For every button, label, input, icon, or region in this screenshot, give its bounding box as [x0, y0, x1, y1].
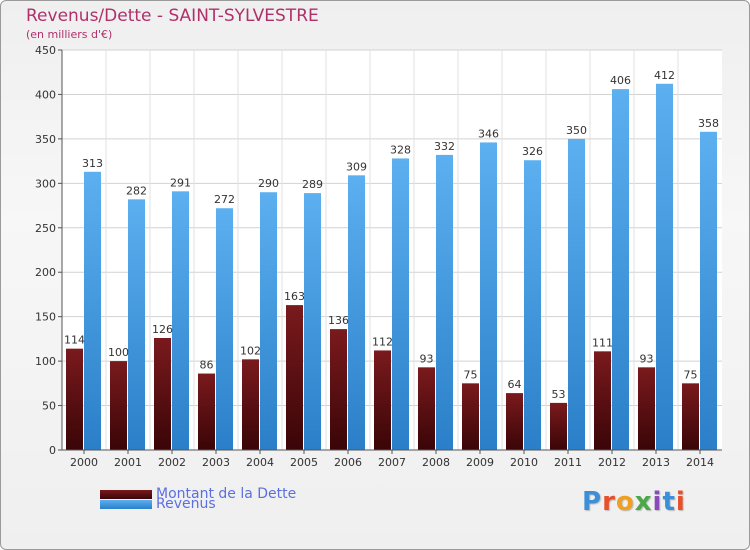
data-label-dette: 102 [240, 344, 261, 357]
bar-dette [550, 402, 567, 450]
chart-title: Revenus/Dette - SAINT-SYLVESTRE [26, 6, 319, 26]
bar-dette [154, 338, 171, 450]
bar-dette [110, 361, 127, 450]
legend-item-revenus: Revenus [100, 496, 296, 512]
y-tick-label: 300 [35, 177, 56, 190]
data-label-revenus: 332 [434, 140, 455, 153]
y-tick-label: 250 [35, 222, 56, 235]
legend-item-dette: Montant de la Dette [100, 486, 296, 502]
data-label-revenus: 328 [390, 143, 411, 156]
data-labels: 114 313 100 282 126 291 86 272 102 290 163 289 136 30… [64, 69, 719, 401]
bar-revenus [348, 175, 365, 451]
bar-revenus [172, 191, 189, 451]
proxiti-logo: Proxiti [582, 487, 686, 517]
bar-revenus [216, 208, 233, 450]
data-label-revenus: 350 [566, 124, 587, 137]
data-label-dette: 53 [552, 388, 566, 401]
data-label-revenus: 346 [478, 127, 499, 140]
bar-dette [462, 383, 479, 450]
bar-revenus [656, 83, 673, 451]
data-label-revenus: 326 [522, 145, 543, 158]
legend-swatch-revenus [100, 499, 152, 509]
data-label-dette: 126 [152, 323, 173, 336]
bar-revenus [568, 138, 585, 450]
legend-label-revenus: Revenus [156, 496, 216, 512]
x-tick-label: 2011 [554, 456, 582, 469]
y-tick-label: 200 [35, 266, 56, 279]
y-tick-label: 450 [35, 44, 56, 57]
axes: 0 50 100 150 200 250 300 350 400 450 2000 2001 2002 2… [35, 44, 722, 469]
x-tick-label: 2005 [290, 456, 318, 469]
bar-revenus [436, 154, 453, 450]
data-label-dette: 75 [464, 368, 478, 381]
data-label-revenus: 289 [302, 178, 323, 191]
y-tick-label: 100 [35, 355, 56, 368]
x-tick-label: 2012 [598, 456, 626, 469]
bar-revenus [480, 142, 497, 450]
x-tick-label: 2001 [114, 456, 142, 469]
x-tick-label: 2014 [686, 456, 714, 469]
bar-revenus [612, 89, 629, 450]
bar-revenus [524, 160, 541, 450]
data-label-dette: 93 [640, 352, 654, 365]
y-tick-label: 0 [49, 444, 56, 457]
data-label-revenus: 291 [170, 176, 191, 189]
y-tick-label: 50 [42, 400, 56, 413]
x-tick-label: 2013 [642, 456, 670, 469]
data-label-revenus: 290 [258, 177, 279, 190]
bar-dette [198, 373, 215, 450]
bar-revenus [84, 171, 101, 450]
legend: Montant de la Dette Revenus [100, 486, 296, 512]
data-label-dette: 93 [420, 352, 434, 365]
x-tick-label: 2008 [422, 456, 450, 469]
bar-dette [374, 350, 391, 450]
bar-revenus [260, 192, 277, 450]
bar-revenus [304, 193, 321, 450]
x-tick-label: 2006 [334, 456, 362, 469]
y-tick-label: 350 [35, 133, 56, 146]
chart-subtitle: (en milliers d'€) [26, 28, 113, 41]
bar-revenus [392, 158, 409, 450]
legend-swatch-dette [100, 489, 152, 499]
data-label-dette: 111 [592, 336, 613, 349]
x-tick-label: 2007 [378, 456, 406, 469]
bar-revenus [128, 199, 145, 450]
data-label-dette: 112 [372, 335, 393, 348]
data-label-revenus: 272 [214, 193, 235, 206]
bar-dette [242, 359, 259, 450]
bar-dette [330, 329, 347, 450]
y-tick-label: 150 [35, 311, 56, 324]
data-label-dette: 86 [200, 359, 214, 372]
bar-dette [682, 383, 699, 450]
data-label-revenus: 358 [698, 117, 719, 130]
data-label-dette: 75 [684, 368, 698, 381]
bar-dette [638, 367, 655, 450]
y-tick-label: 400 [35, 88, 56, 101]
data-label-dette: 114 [64, 334, 85, 347]
bars [66, 83, 717, 451]
bar-dette [506, 393, 523, 450]
x-tick-label: 2009 [466, 456, 494, 469]
bar-dette [418, 367, 435, 450]
data-label-dette: 136 [328, 314, 349, 327]
bar-dette [66, 348, 83, 450]
data-label-revenus: 412 [654, 69, 675, 82]
bar-revenus [700, 131, 717, 450]
data-label-dette: 100 [108, 346, 129, 359]
data-label-revenus: 406 [610, 74, 631, 87]
data-label-dette: 64 [508, 378, 522, 391]
data-label-dette: 163 [284, 290, 305, 303]
x-tick-label: 2004 [246, 456, 274, 469]
x-tick-label: 2002 [158, 456, 186, 469]
data-label-revenus: 313 [82, 157, 103, 170]
bar-dette [286, 305, 303, 450]
data-label-revenus: 309 [346, 160, 367, 173]
data-label-revenus: 282 [126, 184, 147, 197]
x-tick-label: 2003 [202, 456, 230, 469]
bar-dette [594, 351, 611, 450]
x-tick-label: 2010 [510, 456, 538, 469]
x-tick-label: 2000 [70, 456, 98, 469]
legend-label-dette: Montant de la Dette [156, 486, 297, 502]
